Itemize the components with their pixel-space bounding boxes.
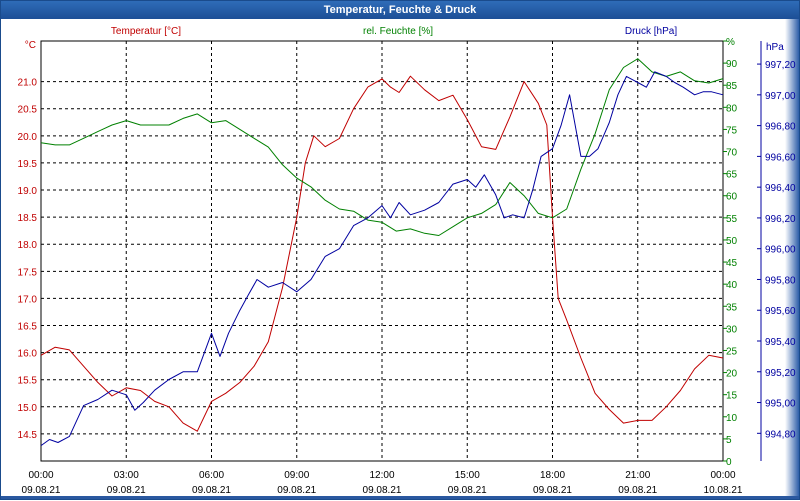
temperature-tick-label: 19.0 <box>18 186 38 197</box>
humidity-tick-label: 20 <box>726 369 738 380</box>
pressure-tick-label: 996,80 <box>765 122 796 133</box>
temperature-tick-label: 15.0 <box>18 403 38 414</box>
pressure-tick-label: 994,80 <box>765 429 796 440</box>
x-tick-label-time: 15:00 <box>455 470 480 481</box>
x-tick-label-date: 09.08.21 <box>363 485 402 496</box>
x-tick-label-time: 00:00 <box>28 470 53 481</box>
pressure-axis-title: Druck [hPa] <box>625 26 677 37</box>
pressure-tick-label: 995,60 <box>765 306 796 317</box>
humidity-tick-label: 65 <box>726 170 738 181</box>
humidity-axis-title: rel. Feuchte [%] <box>363 26 433 37</box>
humidity-tick-label: 5 <box>726 435 732 446</box>
humidity-tick-label: 75 <box>726 125 738 136</box>
x-tick-label-date: 09.08.21 <box>22 485 61 496</box>
humidity-tick-label: 55 <box>726 214 738 225</box>
x-tick-label-date: 09.08.21 <box>192 485 231 496</box>
x-tick-label-date: 10.08.21 <box>704 485 743 496</box>
x-tick-label-time: 06:00 <box>199 470 224 481</box>
window-edge-right <box>785 19 799 499</box>
pressure-tick-label: 997,20 <box>765 60 796 71</box>
humidity-tick-label: 70 <box>726 148 738 159</box>
temperature-series-line <box>40 75 724 432</box>
humidity-tick-label: 0 <box>726 457 732 468</box>
pressure-tick-label: 995,00 <box>765 399 796 410</box>
axes: °C Temperatur [°C] rel. Feuchte [%] Druc… <box>18 26 796 496</box>
humidity-tick-label: 50 <box>726 236 738 247</box>
series <box>40 58 724 447</box>
temperature-tick-label: 17.5 <box>18 267 38 278</box>
humidity-tick-label: 80 <box>726 103 738 114</box>
temperature-tick-label: 16.5 <box>18 322 38 333</box>
humidity-tick-label: 25 <box>726 346 738 357</box>
window-title: Temperatur, Feuchte & Druck <box>1 1 799 19</box>
humidity-tick-label: 85 <box>726 81 738 92</box>
humidity-tick-label: 45 <box>726 258 738 269</box>
pressure-unit-label: hPa <box>766 42 784 53</box>
window-edge-bottom <box>1 496 799 499</box>
x-tick-label-date: 09.08.21 <box>277 485 316 496</box>
grid <box>40 40 724 462</box>
temperature-tick-label: 19.5 <box>18 159 38 170</box>
temperature-tick-label: 18.5 <box>18 213 38 224</box>
humidity-tick-label: 60 <box>726 192 738 203</box>
temperature-axis-title: Temperatur [°C] <box>111 26 181 37</box>
temperature-tick-label: 14.5 <box>18 430 38 441</box>
temperature-tick-label: 20.5 <box>18 105 38 116</box>
temperature-tick-label: 17.0 <box>18 294 38 305</box>
pressure-series-line <box>40 71 724 447</box>
pressure-tick-label: 996,00 <box>765 245 796 256</box>
pressure-tick-label: 996,40 <box>765 183 796 194</box>
temperature-tick-label: 18.0 <box>18 240 38 251</box>
humidity-tick-label: 35 <box>726 302 738 313</box>
x-tick-label-time: 18:00 <box>540 470 565 481</box>
x-tick-label-time: 00:00 <box>710 470 735 481</box>
humidity-tick-label: 90 <box>726 59 738 70</box>
temperature-unit-label: °C <box>25 40 36 51</box>
x-tick-label-time: 03:00 <box>114 470 139 481</box>
x-tick-label-date: 09.08.21 <box>618 485 657 496</box>
temperature-tick-label: 20.0 <box>18 132 38 143</box>
pressure-tick-label: 997,00 <box>765 91 796 102</box>
x-tick-label-date: 09.08.21 <box>448 485 487 496</box>
pressure-tick-label: 995,20 <box>765 368 796 379</box>
pressure-tick-label: 995,80 <box>765 275 796 286</box>
temperature-tick-label: 21.0 <box>18 78 38 89</box>
temperature-tick-label: 15.5 <box>18 376 38 387</box>
humidity-tick-label: 30 <box>726 324 738 335</box>
temperature-tick-label: 16.0 <box>18 349 38 360</box>
pressure-tick-label: 996,60 <box>765 152 796 163</box>
humidity-tick-label: 10 <box>726 413 738 424</box>
x-tick-label-time: 09:00 <box>284 470 309 481</box>
pressure-tick-label: 995,40 <box>765 337 796 348</box>
x-tick-label-time: 21:00 <box>625 470 650 481</box>
humidity-tick-label: % <box>726 37 735 48</box>
x-tick-label-date: 09.08.21 <box>107 485 146 496</box>
pressure-tick-label: 996,20 <box>765 214 796 225</box>
humidity-tick-label: 15 <box>726 391 738 402</box>
humidity-tick-label: 40 <box>726 280 738 291</box>
x-tick-label-time: 12:00 <box>369 470 394 481</box>
humidity-series-line <box>40 58 724 236</box>
x-tick-label-date: 09.08.21 <box>533 485 572 496</box>
